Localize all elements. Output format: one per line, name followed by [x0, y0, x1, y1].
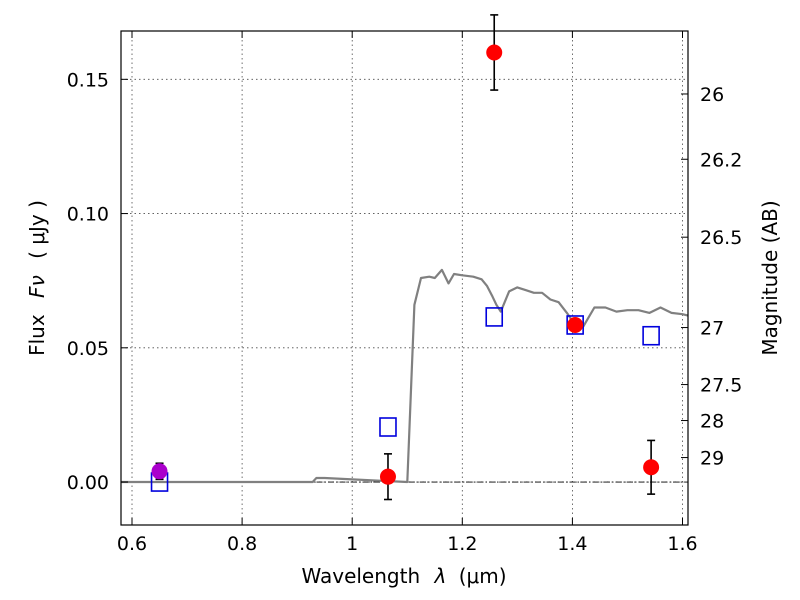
y-axis-label: Flux Fν ( μJy ) — [25, 200, 49, 356]
plot-frame — [120, 30, 689, 526]
y2-axis-label: Magnitude (AB) — [758, 200, 782, 355]
model-photometry-square — [485, 307, 504, 327]
y2-tick-label: 28 — [700, 411, 724, 433]
y-axis-label-symbol: Fν — [25, 275, 49, 298]
x-axis-label-unit: (μm) — [459, 564, 507, 588]
x-tick-label: 0.6 — [117, 533, 147, 555]
y-tick-label: 0.00 — [67, 472, 109, 494]
observed-point — [567, 316, 584, 333]
x-tick-label: 0.8 — [227, 533, 257, 555]
observed-point — [643, 459, 660, 476]
x-axis-label-symbol: λ — [434, 564, 447, 588]
y2-tick-label: 29 — [700, 448, 724, 470]
errorbar-layer — [155, 14, 656, 501]
y2-tick-label: 27 — [700, 318, 724, 340]
observed-point — [379, 468, 396, 485]
observed-points-layer — [151, 44, 660, 485]
model-photometry-square — [379, 417, 397, 437]
x-tick-label: 1.6 — [667, 533, 697, 555]
y2-tick-label: 26.2 — [700, 149, 742, 171]
y-axis-label-prefix: Flux — [25, 314, 49, 356]
observed-point — [486, 44, 503, 61]
y-tick-label: 0.05 — [67, 338, 109, 360]
y2-tick-label: 26 — [700, 84, 724, 106]
y-tick-label: 0.10 — [67, 204, 109, 226]
y2-tick-label: 26.5 — [700, 227, 742, 249]
x-axis-label-prefix: Wavelength — [301, 564, 420, 588]
model-photometry-square — [642, 325, 660, 346]
tick-layer: 0.6 0.8 1 1.2 1.4 1.6 0.00 0.05 0.10 0.15 26 26.2 26… — [67, 31, 742, 555]
plot-area — [121, 31, 688, 525]
x-tick-label: 1.2 — [447, 533, 477, 555]
x-tick-label: 1.4 — [557, 533, 587, 555]
y-axis-label-unit: ( μJy ) — [25, 200, 49, 259]
x-tick-label: 1 — [346, 533, 358, 555]
x-axis-label: Wavelength λ (μm) — [301, 564, 506, 588]
y-tick-label: 0.15 — [67, 69, 109, 91]
y2-tick-label: 27.5 — [700, 375, 742, 397]
detected-point — [151, 463, 168, 480]
